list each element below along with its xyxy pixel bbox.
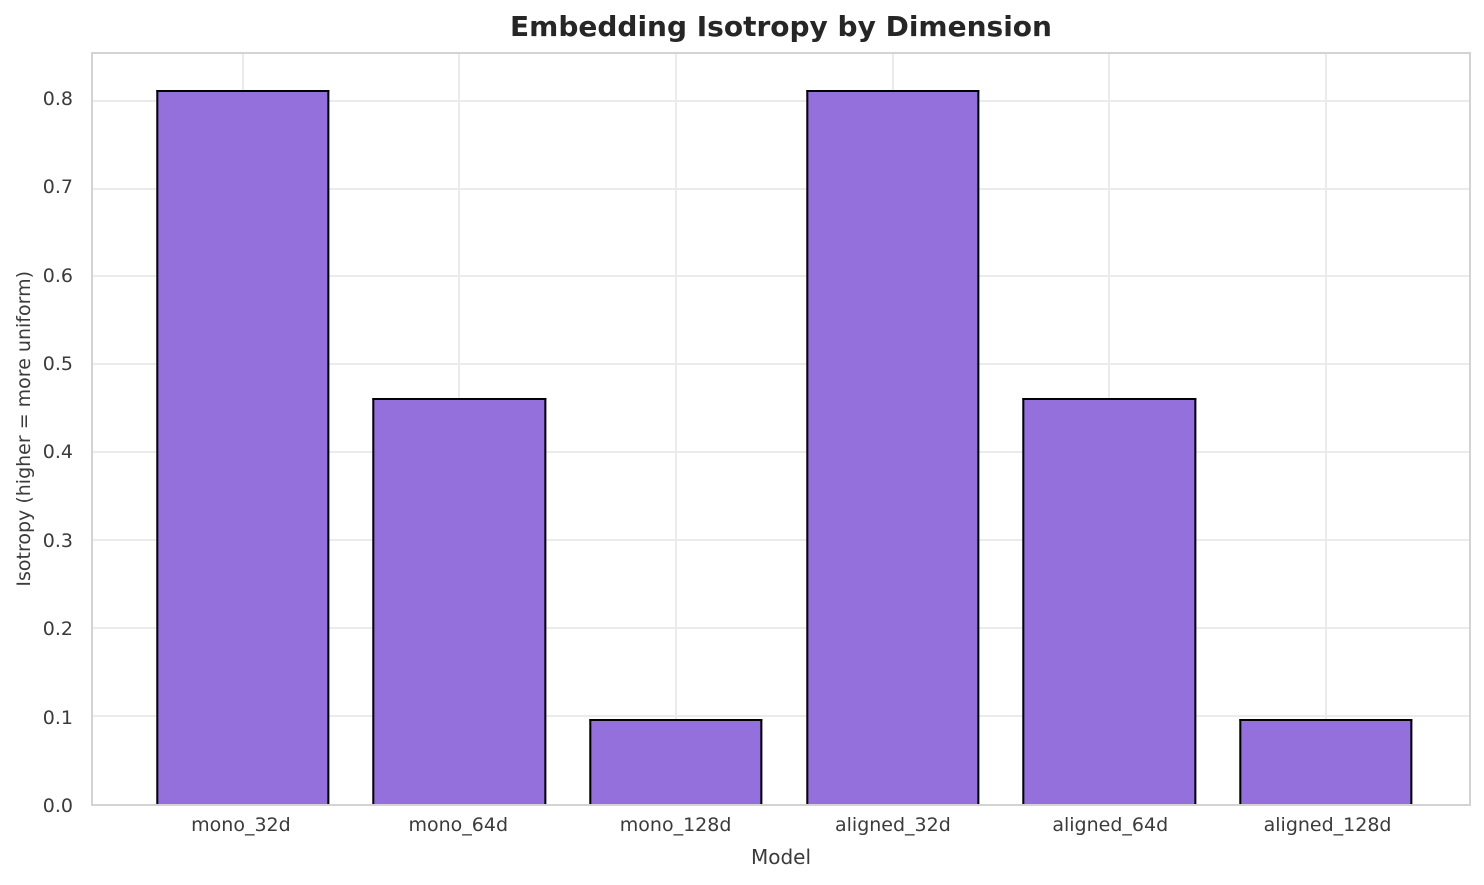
y-tick-label: 0.0 bbox=[42, 795, 73, 817]
x-tick-label-mono_64d: mono_64d bbox=[408, 814, 509, 836]
plot-area bbox=[91, 52, 1471, 806]
x-tick-label-aligned_128d: aligned_128d bbox=[1263, 814, 1392, 836]
y-tick-label: 0.4 bbox=[42, 441, 73, 464]
x-tick-label-aligned_32d: aligned_32d bbox=[835, 814, 951, 836]
y-tick-label: 0.3 bbox=[42, 529, 73, 552]
y-tick-label: 0.2 bbox=[42, 618, 73, 641]
gridline-h bbox=[93, 539, 1469, 542]
y-tick-label: 0.8 bbox=[42, 87, 73, 110]
bar-aligned_32d bbox=[805, 90, 980, 804]
chart-title: Embedding Isotropy by Dimension bbox=[510, 10, 1052, 43]
y-tick-label: 0.7 bbox=[42, 176, 73, 199]
bar-aligned_64d bbox=[1022, 397, 1196, 804]
x-tick-label-mono_128d: mono_128d bbox=[619, 814, 732, 836]
gridline-h bbox=[93, 627, 1469, 630]
x-axis-label: Model bbox=[750, 845, 812, 869]
gridline-h bbox=[93, 187, 1469, 190]
bar-mono_64d bbox=[372, 397, 546, 804]
gridline-h bbox=[93, 451, 1469, 454]
y-tick-label: 0.6 bbox=[42, 264, 73, 287]
gridline-h bbox=[93, 363, 1469, 366]
x-axis-ticks: mono_32d mono_64d mono_128d aligned_32d alig… bbox=[91, 814, 1471, 840]
y-tick-label: 0.1 bbox=[42, 706, 73, 729]
gridline-v bbox=[674, 54, 677, 804]
gridline-h bbox=[93, 275, 1469, 278]
gridline-h bbox=[93, 715, 1469, 718]
bar-mono_32d bbox=[155, 90, 330, 804]
x-tick-label-mono_32d: mono_32d bbox=[191, 814, 291, 836]
bar-aligned_128d bbox=[1239, 718, 1413, 804]
y-tick-label: 0.5 bbox=[42, 353, 73, 376]
y-axis-ticks: 0.0 0.1 0.2 0.3 0.4 0.5 0.6 0.7 0.8 bbox=[0, 52, 83, 817]
gridline-v bbox=[1324, 54, 1327, 804]
bar-mono_128d bbox=[589, 718, 763, 804]
x-tick-label-aligned_64d: aligned_64d bbox=[1052, 814, 1169, 836]
gridline-h bbox=[93, 99, 1469, 102]
